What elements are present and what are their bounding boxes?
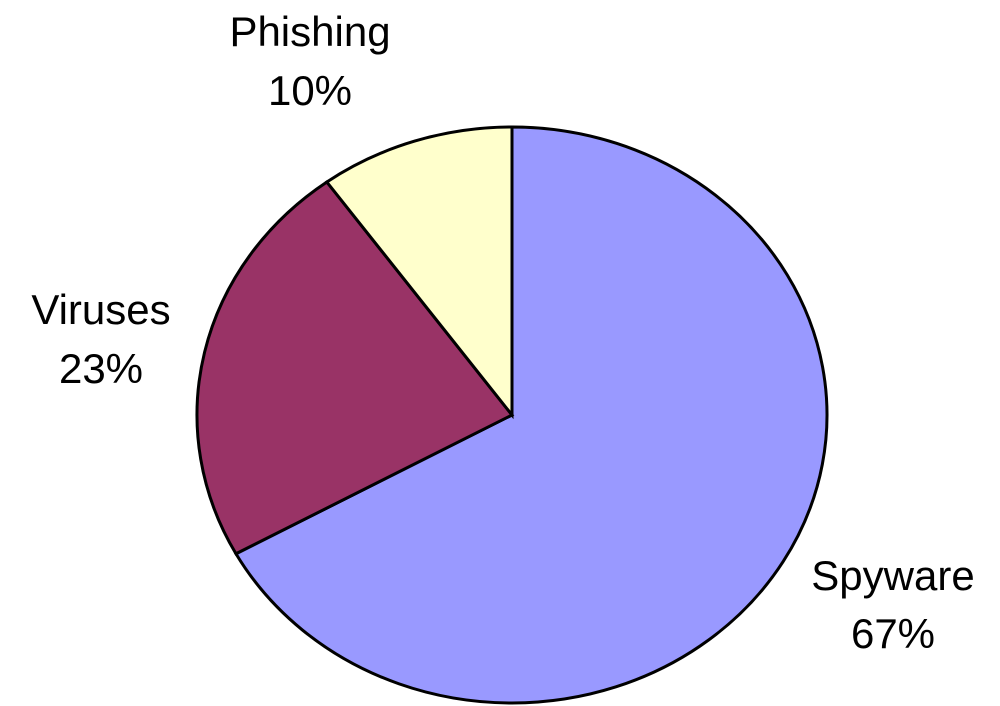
label-spyware: Spyware 67% [811,552,974,657]
pie-slice-spyware [233,125,829,705]
slice-label-phishing-percent: 10% [268,67,352,114]
slice-label-viruses-percent: 23% [59,345,143,392]
label-viruses: Viruses 23% [31,286,170,392]
pie-slice-phishing [324,125,514,420]
label-phishing: Phishing 10% [229,8,390,114]
slice-label-spyware-name: Spyware [811,552,974,599]
slice-label-phishing-name: Phishing [229,8,390,55]
pie-slice-viruses [195,179,515,556]
slice-label-spyware-percent: 67% [851,610,935,657]
pie-slices [195,125,829,705]
slice-label-viruses-name: Viruses [31,286,170,333]
